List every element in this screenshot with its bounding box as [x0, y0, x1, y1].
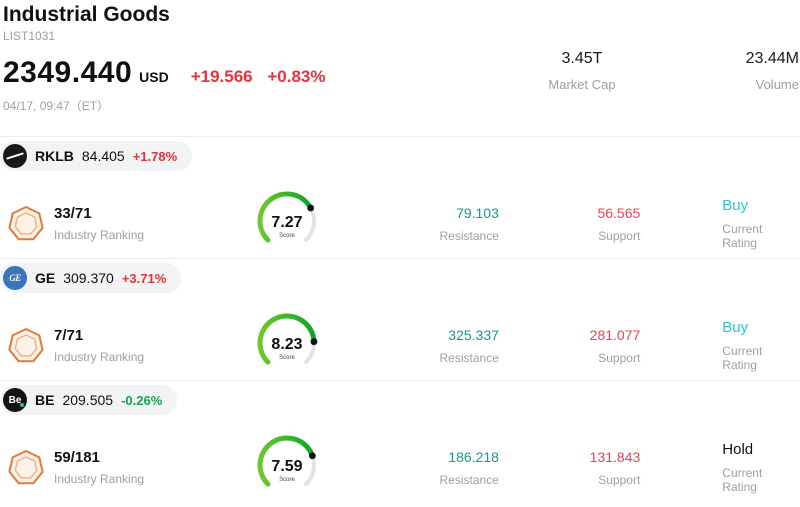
market-cap-value: 3.45T — [561, 50, 603, 67]
ticker: RKLB — [35, 148, 74, 164]
resistance-block: 79.103 Resistance — [350, 205, 499, 243]
support-block: 281.077 Support — [499, 326, 641, 365]
rating-block: Buy Current Rating — [722, 197, 800, 250]
industry-ranking: 7/71 Industry Ranking — [54, 327, 144, 364]
stock-price: 309.370 — [63, 270, 114, 286]
stock-section-ge: GE GE 309.370 +3.71% 7/71 Industry Ranki… — [0, 258, 800, 380]
support-value: 56.565 — [597, 204, 641, 221]
ticker: BE — [35, 392, 55, 408]
support-block: 56.565 Support — [499, 205, 640, 243]
ranking-block: 59/181 Industry Ranking — [7, 449, 232, 487]
score-gauge-wrap: 7.59 Score — [232, 428, 350, 507]
stock-section-rklb: RKLB 84.405 +1.78% 33/71 Industry Rankin… — [0, 136, 800, 258]
svg-text:7.59: 7.59 — [271, 458, 302, 475]
market-cap-stat: 3.45T Market Cap — [534, 50, 630, 92]
score-gauge-wrap: 7.27 Score — [232, 184, 350, 263]
resistance-label: Resistance — [439, 350, 499, 365]
index-change: +19.566 +0.83% — [191, 67, 326, 87]
stock-pill-rklb[interactable]: RKLB 84.405 +1.78% — [0, 141, 193, 171]
svg-text:Score: Score — [279, 477, 295, 483]
support-value: 281.077 — [589, 326, 641, 343]
stock-pill-ge[interactable]: GE GE 309.370 +3.71% — [0, 263, 182, 293]
ranking-block: 7/71 Industry Ranking — [7, 327, 232, 365]
ticker: GE — [35, 270, 56, 286]
stock-change: +1.78% — [132, 148, 178, 164]
volume-stat: 23.44M Volume — [703, 50, 799, 92]
score-gauge: 7.59 Score — [257, 435, 317, 487]
support-label: Support — [598, 472, 641, 487]
industry-badge-icon — [8, 205, 44, 240]
resistance-block: 325.337 Resistance — [350, 327, 499, 365]
page-title: Industrial Goods — [3, 3, 170, 26]
score-gauge: 7.27 Score — [257, 191, 317, 243]
resistance-label: Resistance — [439, 228, 499, 243]
stock-price: 84.405 — [81, 148, 125, 164]
stock-change: +3.71% — [121, 270, 167, 286]
rating-label: Current Rating — [722, 466, 763, 494]
svg-text:Score: Score — [279, 355, 295, 361]
svg-text:7.27: 7.27 — [271, 214, 302, 231]
support-value: 131.843 — [589, 448, 641, 465]
ranking-label: Industry Ranking — [54, 228, 145, 242]
rating-value: Buy — [722, 319, 749, 336]
ge-logo-icon: GE — [3, 266, 27, 290]
volume-value: 23.44M — [745, 50, 799, 67]
index-price-row: 2349.440 USD +19.566 +0.83% — [3, 56, 800, 90]
rating-block: Buy Current Rating — [722, 319, 800, 372]
support-block: 131.843 Support — [499, 448, 641, 487]
resistance-value: 186.218 — [448, 448, 499, 465]
rating-label: Current Rating — [722, 344, 763, 372]
ranking-block: 33/71 Industry Ranking — [7, 205, 232, 243]
industry-overview-page: Industrial Goods LIST1031 2349.440 USD +… — [0, 0, 800, 488]
volume-label: Volume — [755, 77, 799, 92]
svg-text:8.23: 8.23 — [271, 336, 302, 353]
quote-timestamp: 04/17, 09:47（ET） — [3, 99, 110, 114]
industry-ranking: 33/71 Industry Ranking — [54, 205, 144, 242]
support-label: Support — [598, 350, 641, 365]
stock-detail-row: 7/71 Industry Ranking 8.23 Score 325.337… — [0, 293, 800, 385]
support-label: Support — [598, 228, 641, 243]
rating-label: Current Rating — [722, 222, 763, 250]
ranking-label: Industry Ranking — [54, 350, 145, 364]
resistance-value: 325.337 — [448, 326, 499, 343]
resistance-block: 186.218 Resistance — [350, 449, 499, 487]
index-change-pct: +0.83% — [267, 67, 326, 87]
industry-badge-icon — [8, 449, 44, 484]
market-cap-label: Market Cap — [548, 77, 616, 92]
industry-badge-icon — [8, 327, 44, 362]
ranking-value: 33/71 — [54, 205, 92, 222]
list-id: LIST1031 — [3, 29, 56, 44]
be-logo-icon: Be — [3, 388, 27, 412]
stock-price: 209.505 — [62, 392, 114, 408]
ranking-value: 59/181 — [54, 449, 100, 466]
score-gauge-wrap: 8.23 Score — [232, 306, 350, 385]
index-change-abs: +19.566 — [190, 67, 253, 87]
rating-value: Hold — [722, 441, 754, 458]
currency-label: USD — [139, 69, 169, 86]
score-gauge: 8.23 Score — [257, 313, 318, 365]
resistance-value: 79.103 — [456, 204, 499, 221]
svg-text:Score: Score — [279, 233, 295, 239]
stock-detail-row: 59/181 Industry Ranking 7.59 Score 186.2… — [0, 415, 800, 507]
stock-detail-row: 33/71 Industry Ranking 7.27 Score 79.103… — [0, 171, 800, 263]
stock-pill-be[interactable]: Be BE 209.505 -0.26% — [0, 385, 178, 415]
stock-change: -0.26% — [121, 392, 163, 408]
rating-value: Buy — [722, 197, 749, 214]
ranking-label: Industry Ranking — [54, 472, 145, 486]
rating-block: Hold Current Rating — [722, 441, 800, 494]
resistance-label: Resistance — [439, 472, 499, 487]
ranking-value: 7/71 — [54, 327, 84, 344]
stock-section-be: Be BE 209.505 -0.26% 59/181 Industry Ran… — [0, 380, 800, 502]
index-price: 2349.440 — [3, 56, 133, 90]
industry-ranking: 59/181 Industry Ranking — [54, 449, 144, 486]
rklb-logo-icon — [3, 144, 27, 168]
